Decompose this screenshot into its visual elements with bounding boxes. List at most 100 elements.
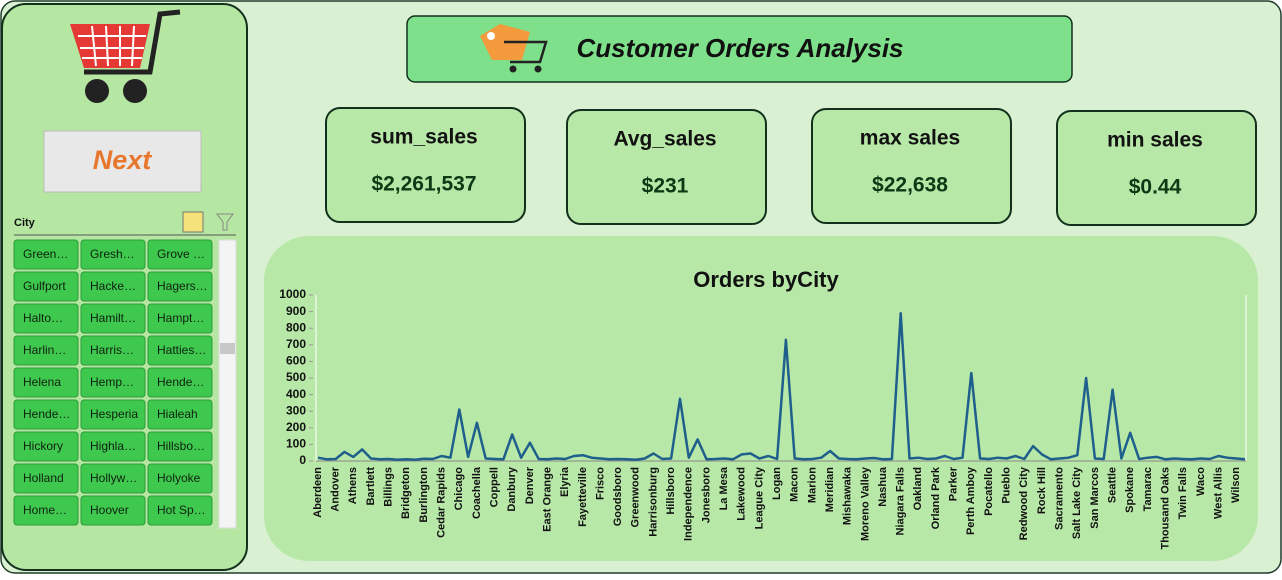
x-tick-label: Coppell xyxy=(488,467,500,507)
x-tick-label: Greenwood xyxy=(630,467,642,528)
x-tick-label: Sacramento xyxy=(1054,467,1066,530)
slicer-item[interactable] xyxy=(147,271,213,302)
slicer-item[interactable] xyxy=(80,495,146,526)
y-tick-label: 300 xyxy=(286,403,306,417)
slicer-item-label[interactable]: Hende… xyxy=(23,407,70,421)
slicer-item[interactable] xyxy=(80,463,146,494)
slicer-item-label[interactable]: Hemp… xyxy=(90,375,134,389)
x-tick-label: Pueblo xyxy=(1001,467,1013,504)
slicer-item-label[interactable]: Grove … xyxy=(157,247,205,261)
slicer-item[interactable] xyxy=(147,399,213,430)
slicer-item[interactable] xyxy=(13,335,79,366)
slicer-item[interactable] xyxy=(147,303,213,334)
slicer-item[interactable] xyxy=(13,399,79,430)
x-tick-label: Orland Park xyxy=(930,466,942,529)
slicer-item-label[interactable]: Hot Sp… xyxy=(157,503,206,517)
slicer-item-label[interactable]: Hampt… xyxy=(157,311,204,325)
slicer-item[interactable] xyxy=(13,495,79,526)
slicer-item-label[interactable]: Hagers… xyxy=(157,279,208,293)
x-tick-label: Denver xyxy=(524,466,536,504)
kpi-card xyxy=(1056,110,1257,226)
x-tick-label: Danbury xyxy=(506,466,518,512)
slicer-item-label[interactable]: Hende… xyxy=(157,375,204,389)
next-button[interactable] xyxy=(43,130,202,193)
slicer-item-label[interactable]: Gulfport xyxy=(23,279,66,293)
x-tick-label: East Orange xyxy=(541,467,553,532)
y-tick-label: 800 xyxy=(286,320,306,334)
series-line xyxy=(317,312,1246,461)
slicer-item[interactable] xyxy=(13,303,79,334)
x-tick-label: Fayetteville xyxy=(577,467,589,527)
x-tick-label: League City xyxy=(753,466,765,529)
slicer-item-label[interactable]: Home… xyxy=(23,503,67,517)
x-tick-label: Billings xyxy=(383,467,395,507)
x-tick-label: West Allis xyxy=(1212,467,1224,519)
slicer-item[interactable] xyxy=(13,431,79,462)
slicer-item[interactable] xyxy=(80,431,146,462)
x-tick-label: Seattle xyxy=(1106,467,1118,503)
y-tick-label: 900 xyxy=(286,304,306,318)
x-tick-label: Moreno Valley xyxy=(859,466,871,541)
kpi-label: Avg_sales xyxy=(613,128,716,151)
slicer-item[interactable] xyxy=(80,399,146,430)
slicer-item-label[interactable]: Hamilt… xyxy=(90,311,136,325)
slicer-item-label[interactable]: Holyoke xyxy=(157,471,201,485)
slicer-item[interactable] xyxy=(13,367,79,398)
slicer-item-label[interactable]: Harlin… xyxy=(23,343,66,357)
slicer-item-label[interactable]: Halto… xyxy=(23,311,63,325)
slicer-item[interactable] xyxy=(13,463,79,494)
slicer-item-label[interactable]: Green… xyxy=(23,247,68,261)
slicer-item[interactable] xyxy=(80,367,146,398)
x-tick-label: Waco xyxy=(1195,467,1207,496)
scroll-thumb[interactable] xyxy=(220,343,235,354)
slicer-item[interactable] xyxy=(147,495,213,526)
slicer-item-label[interactable]: Hialeah xyxy=(157,407,198,421)
slicer-item-label[interactable]: Highla… xyxy=(90,439,136,453)
kpi-card xyxy=(566,109,767,225)
x-tick-label: Nashua xyxy=(877,466,889,507)
scrollbar[interactable] xyxy=(218,239,237,529)
next-button-label[interactable]: Next xyxy=(93,145,153,175)
slicer-item[interactable] xyxy=(13,239,79,270)
slicer-item-label[interactable]: Holland xyxy=(23,471,64,485)
slicer-item[interactable] xyxy=(80,335,146,366)
x-tick-label: Hillsboro xyxy=(665,467,677,515)
x-tick-label: San Marcos xyxy=(1089,467,1101,529)
slicer-items: Green… Gresh… Grove … Gulfport Hacke… Hagers…… xyxy=(13,239,213,526)
slicer-item-label[interactable]: Helena xyxy=(23,375,61,389)
x-tick-label: Frisco xyxy=(594,467,606,500)
slicer-item[interactable] xyxy=(147,431,213,462)
slicer-item[interactable] xyxy=(147,239,213,270)
slicer-item-label[interactable]: Harris… xyxy=(90,343,134,357)
slicer-item-label[interactable]: Hoover xyxy=(90,503,129,517)
x-tick-label: Jonesboro xyxy=(700,467,712,524)
slicer-item-label[interactable]: Hacke… xyxy=(90,279,136,293)
multi-select-button[interactable] xyxy=(182,211,204,233)
slicer-item-label[interactable]: Hillsbo… xyxy=(157,439,205,453)
slicer-item-label[interactable]: Hesperia xyxy=(90,407,138,421)
y-tick-label: 600 xyxy=(286,354,306,368)
y-tick-label: 200 xyxy=(286,420,306,434)
x-tick-label: Parker xyxy=(948,466,960,501)
slicer-item-label[interactable]: Hickory xyxy=(23,439,63,453)
clear-filter-button[interactable] xyxy=(216,213,234,231)
slicer-item[interactable] xyxy=(147,367,213,398)
slicer-item-label[interactable]: Hatties… xyxy=(157,343,206,357)
x-tick-label: Perth Amboy xyxy=(965,466,977,535)
slicer-item[interactable] xyxy=(147,463,213,494)
slicer-item[interactable] xyxy=(80,303,146,334)
x-tick-label: Tamarac xyxy=(1142,467,1154,511)
slicer-item[interactable] xyxy=(80,239,146,270)
kpi-card xyxy=(811,108,1012,224)
cart-icon xyxy=(70,9,181,103)
slicer-item[interactable] xyxy=(13,271,79,302)
y-tick-label: 1000 xyxy=(279,287,306,301)
x-tick-label: Niagara Falls xyxy=(895,467,907,535)
slicer-item[interactable] xyxy=(80,271,146,302)
x-tick-label: Wilson xyxy=(1230,467,1242,503)
kpi-label: max sales xyxy=(860,127,960,150)
slicer-item[interactable] xyxy=(147,335,213,366)
slicer-item-label[interactable]: Hollyw… xyxy=(90,471,137,485)
slicer-item-label[interactable]: Gresh… xyxy=(90,247,135,261)
